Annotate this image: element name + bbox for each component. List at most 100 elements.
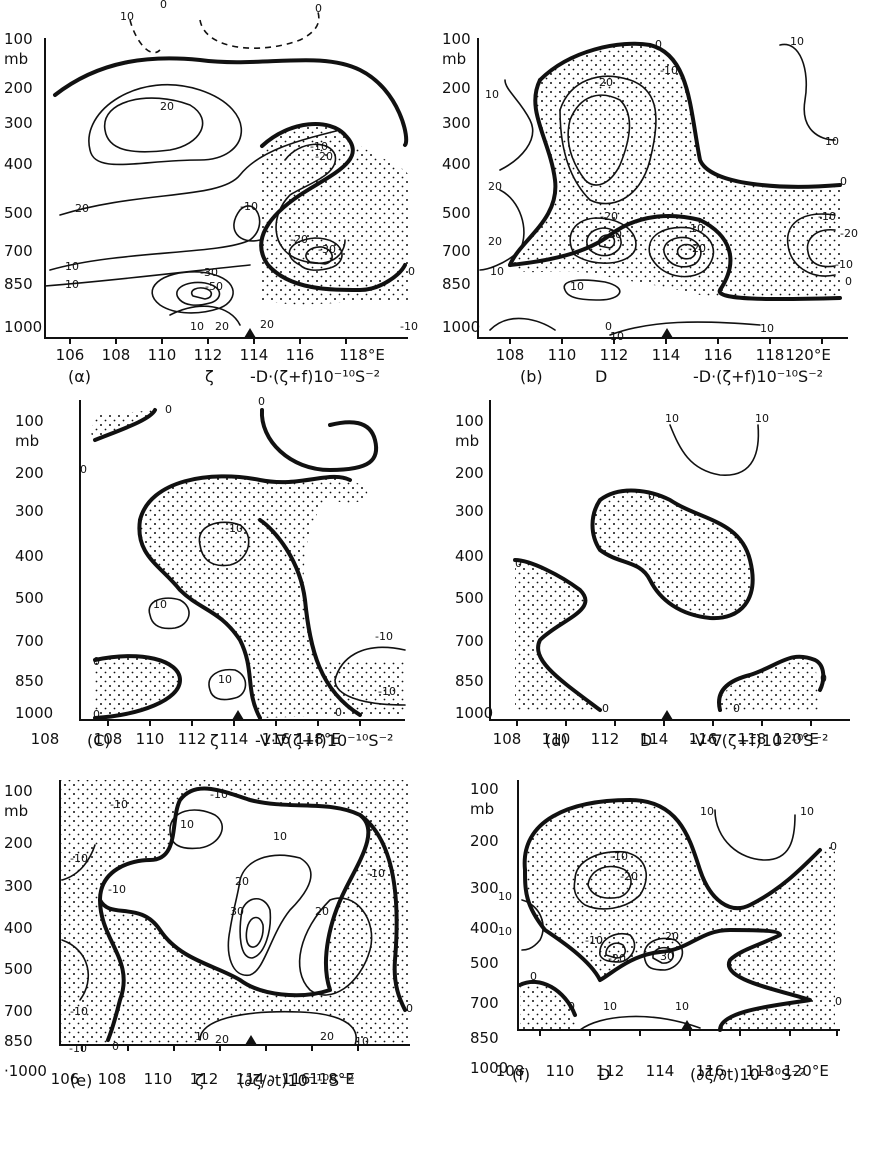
panel-b-contour-label: 10 (485, 88, 499, 101)
panel-a-contour-label: -50 (205, 280, 223, 293)
panel-d-y-tick: 850 (455, 672, 484, 690)
panel-b-contour-label: -10 (818, 210, 836, 223)
panel-d-contour-label: 0 (602, 702, 609, 715)
panel-e-y-tick: 400 (4, 919, 33, 937)
panel-b-dots (510, 43, 840, 299)
panel-c-caption-var: ζ (210, 731, 219, 750)
panel-a-x-tick: 116 (286, 346, 315, 364)
station-marker-b (661, 328, 673, 338)
panel-e-contours (61, 786, 407, 1046)
panel-e-contour-label: 30 (230, 905, 244, 918)
panel-f-contour-label: 10 (675, 1000, 689, 1013)
panel-b-contour-label: 20 (488, 180, 502, 193)
panel-e-caption-letter: (e) (70, 1071, 92, 1090)
panel-a-caption-expr: -D·(ζ+f)10⁻¹⁰S⁻² (250, 367, 380, 386)
panel-b-contour-label: 10 (490, 265, 504, 278)
panel-a-contour-label: 20 (160, 100, 174, 113)
panel-d-contour-label: 0 (733, 702, 740, 715)
panel-c-x-tick: 116 (262, 730, 291, 748)
panel-c-contour-label: -10 (375, 630, 393, 643)
panel-b-contour-label: 10 (570, 280, 584, 293)
panel-f (517, 780, 840, 1036)
panel-b-contour-label: -20 (595, 76, 613, 89)
panel-d-y-tick: 300 (455, 502, 484, 520)
panel-a-y-tick: 1000 (4, 318, 42, 336)
panel-d-x-tick: 114 (640, 730, 669, 748)
panel-e-contour-label: 0 (406, 1002, 413, 1015)
panel-a-contour-label: -10 (400, 320, 418, 333)
panel-f-contour-label: 0 (830, 840, 837, 853)
panel-f-contour-label: 10 (498, 890, 512, 903)
panel-e-contour-label: -10 (367, 867, 385, 880)
panel-b-contour-label: -10 (660, 64, 678, 77)
panel-c-contour-label: 0 (93, 655, 100, 668)
panel-a-contour-label: 10 (65, 278, 79, 291)
panel-b-contour-label: 10 (690, 222, 704, 235)
panel-d-axes (489, 400, 850, 726)
panel-e-contour-label: -10 (69, 1042, 87, 1055)
panel-a-x-tick: 108 (102, 346, 131, 364)
panel-f-x-tick: 112 (596, 1062, 625, 1080)
panel-f-y-tick: 300 (470, 879, 499, 897)
panel-c-x-tick: 112 (178, 730, 207, 748)
panel-d-contour-label: 0 (820, 672, 827, 685)
panel-c-axes (79, 400, 405, 726)
panel-b-contour-label: -20 (688, 242, 706, 255)
panel-d-caption-letter: (d) (545, 731, 568, 750)
panel-e-x-tick: 114 (236, 1070, 265, 1088)
panel-a-caption-var: ζ (205, 367, 214, 386)
panel-e-x-tick: 116 (282, 1070, 311, 1088)
panel-c-contour-label: 0 (258, 395, 265, 408)
panel-d-x-tick: 116 (689, 730, 718, 748)
panel-f-contours (518, 798, 822, 1032)
panel-e-contour-label: 20 (235, 875, 249, 888)
panel-f-caption-expr: (∂ζ/∂t)10⁻¹⁰S⁻² (690, 1065, 806, 1084)
panel-c-contour-label: 10 (218, 673, 232, 686)
panel-d-y-tick: 1000 (455, 704, 493, 722)
panel-c-contours (93, 408, 406, 720)
panel-b-x-tick: 114 (652, 346, 681, 364)
panel-e-contour-label: -10 (210, 788, 228, 801)
panel-a-y-tick: 300 (4, 114, 33, 132)
panel-a-contour-label: 20 (260, 318, 274, 331)
panel-b-contour-label: 10 (790, 35, 804, 48)
panel-c-y-tick: mb (15, 432, 39, 450)
panel-e-y-tick: ·1000 (4, 1062, 47, 1080)
panel-b-contour-label: 20 (488, 235, 502, 248)
panel-f-contour-label: 0 (835, 995, 842, 1008)
panel-b-contour-label: -10 (835, 258, 853, 271)
panel-d-x-tick: 110 (542, 730, 571, 748)
panel-b-x-tick: 116 (704, 346, 733, 364)
panel-a-x-tick: 106 (56, 346, 85, 364)
panel-e-contour-label: -10 (108, 883, 126, 896)
panel-d-x-tick: 120°E (773, 730, 819, 748)
panel-e-contour-label: 10 (195, 1030, 209, 1043)
panel-e-contour-label: -10 (70, 852, 88, 865)
panel-e-x-tick: 110 (144, 1070, 173, 1088)
panel-b-x-tick: 118 (756, 346, 785, 364)
panel-f-x-tick: 120°E (783, 1062, 829, 1080)
panel-b-x-tick: 110 (548, 346, 577, 364)
panel-a-y-tick: 400 (4, 155, 33, 173)
panel-d-y-tick: 500 (455, 589, 484, 607)
panel-f-axes (517, 780, 840, 1036)
panel-f-y-tick: 400 (470, 919, 499, 937)
panel-c-y-tick: 500 (15, 589, 44, 607)
panel-a-contour-label: 0 (315, 2, 322, 15)
panel-d-x-tick: 112 (591, 730, 620, 748)
panel-b-axes (477, 38, 848, 344)
panel-b-contour-label: 10 (825, 135, 839, 148)
panel-b-contours (479, 41, 842, 336)
panel-d-y-tick: 100 (455, 412, 484, 430)
panel-a-caption-letter: (α) (68, 367, 91, 386)
panel-b-x-tick: 120°E (785, 346, 831, 364)
panel-f-y-tick: 1000 (470, 1059, 508, 1077)
panel-d-y-tick: mb (455, 432, 479, 450)
panel-a-contour-label: -30 (318, 243, 336, 256)
panel-e-contour-label: 10 (355, 1035, 369, 1048)
panel-f-contour-label: 20 (665, 930, 679, 943)
panel-a-contour-label: -10 (240, 200, 258, 213)
panel-e-contour-label: 20 (215, 1033, 229, 1046)
